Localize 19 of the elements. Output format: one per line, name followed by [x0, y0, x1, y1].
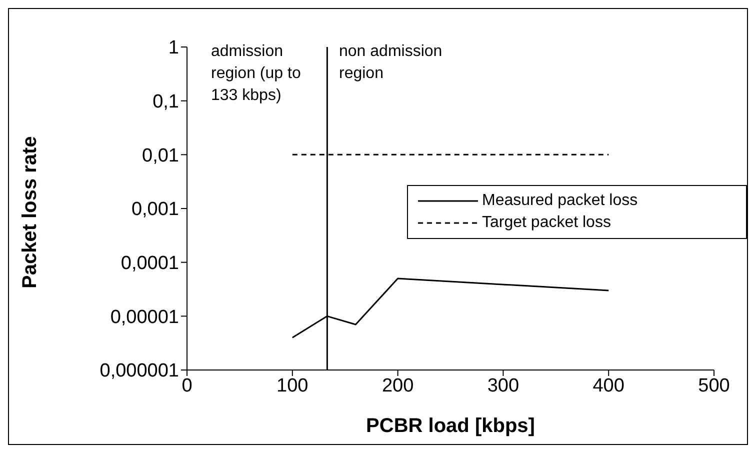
y-tick-label: 0,01 [142, 145, 179, 166]
x-tick-label: 300 [487, 375, 520, 396]
legend-label: Measured packet loss [482, 192, 638, 210]
x-tick-label: 0 [182, 375, 192, 396]
x-tick-label: 400 [592, 375, 624, 396]
y-tick-label: 0,00001 [110, 306, 179, 328]
y-tick-label: 0,000001 [100, 360, 179, 382]
x-tick-label: 500 [698, 375, 730, 396]
annotation: admission region (up to 133 kbps) [211, 42, 302, 106]
legend-label: Target packet loss [482, 214, 611, 232]
y-tick-label: 0,1 [152, 92, 179, 113]
y-tick-label: 1 [168, 38, 179, 59]
y-axis-title: Packet loss rate [19, 136, 42, 288]
y-tick-label: 0,001 [131, 199, 179, 220]
x-tick-label: 200 [382, 375, 414, 396]
y-tick-label: 0,0001 [120, 253, 179, 274]
x-tick-label: 100 [276, 375, 308, 396]
x-axis-title: PCBR load [kbps] [366, 415, 535, 437]
annotation: non admission region [339, 42, 444, 84]
